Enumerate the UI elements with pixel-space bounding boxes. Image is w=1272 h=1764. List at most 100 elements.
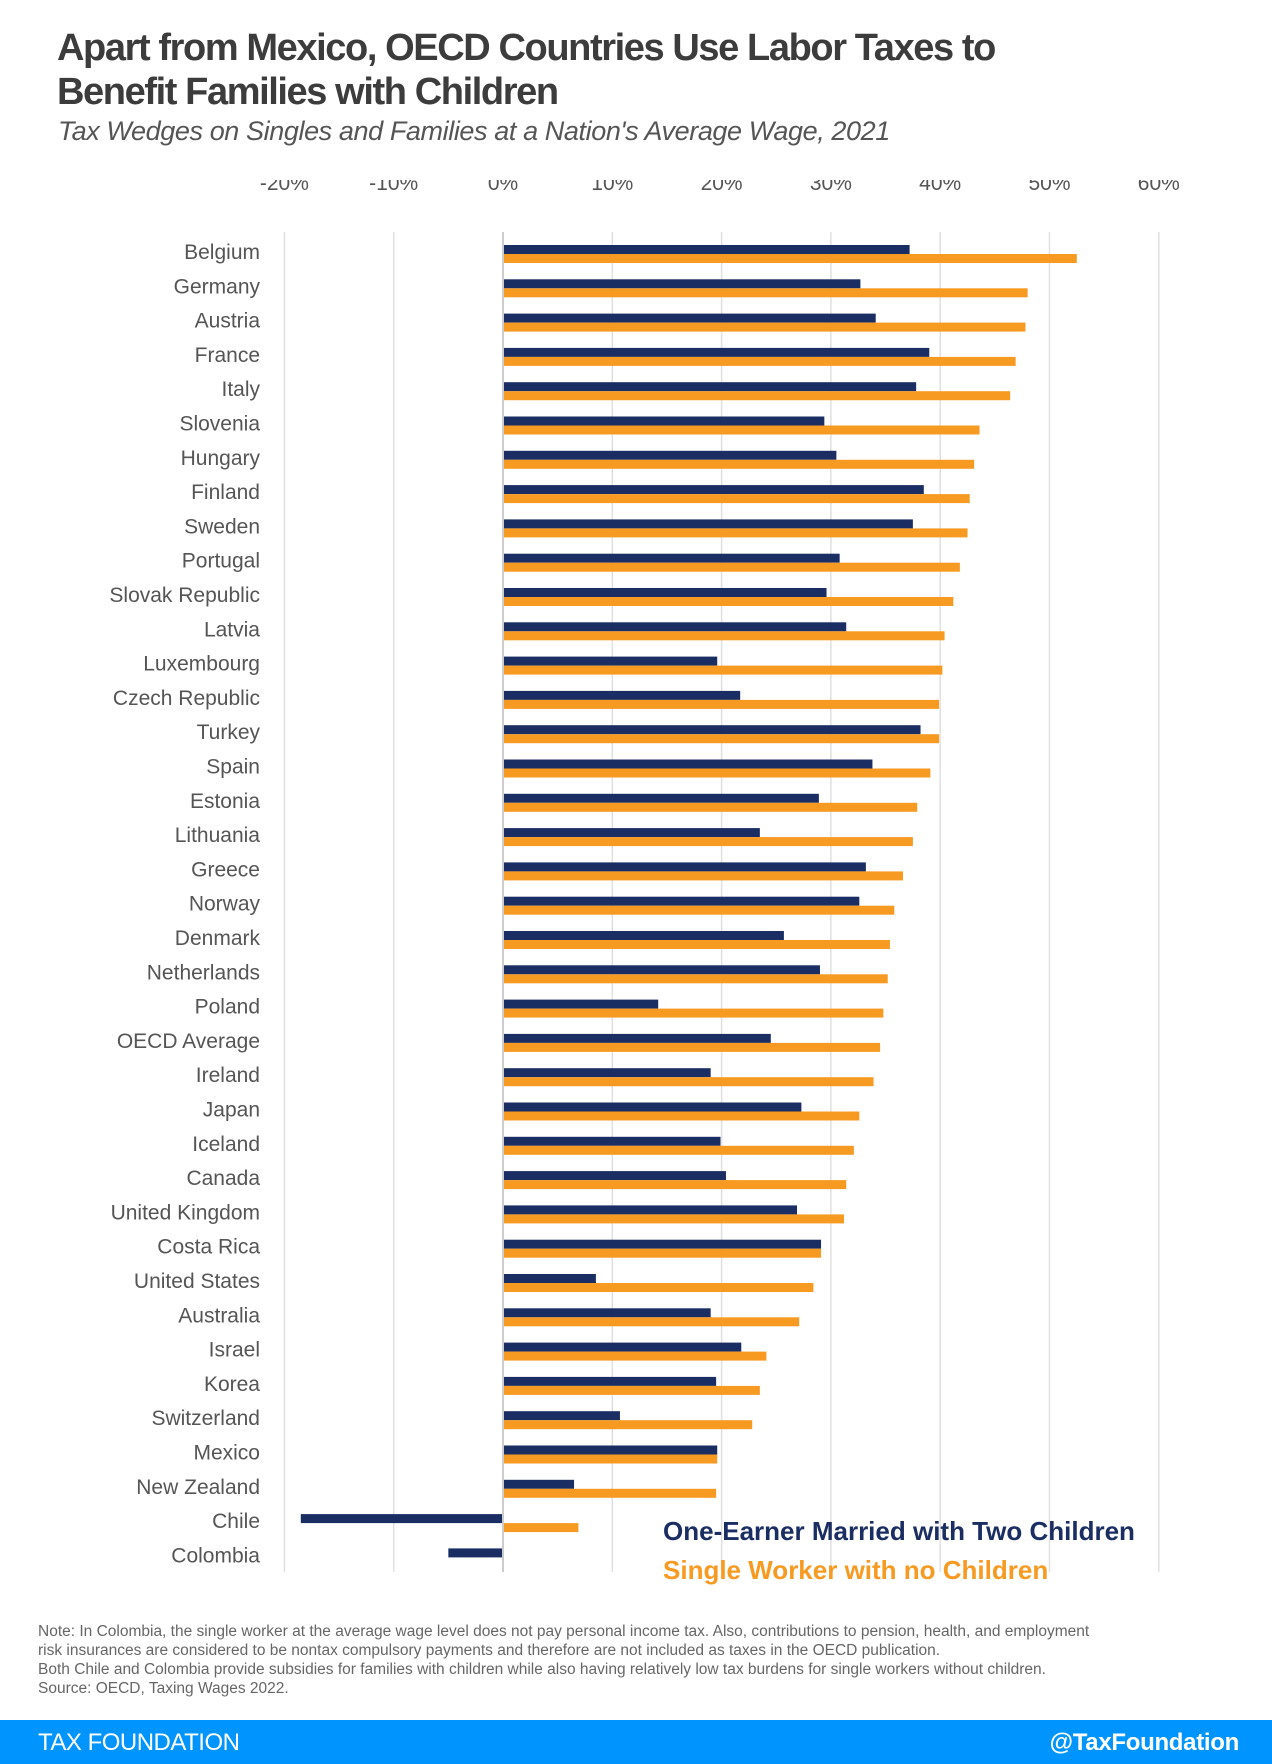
bar-single-worker bbox=[503, 1180, 847, 1190]
bar-single-worker bbox=[503, 665, 943, 675]
category-label: Belgium bbox=[184, 241, 260, 264]
bar-single-worker bbox=[503, 768, 931, 778]
x-tick-label: 20% bbox=[701, 180, 743, 195]
bar-single-worker bbox=[503, 1523, 579, 1533]
bar-single-worker bbox=[503, 1454, 718, 1464]
category-label: Germany bbox=[174, 275, 261, 298]
category-label: Greece bbox=[191, 858, 260, 881]
chart-notes: Note: In Colombia, the single worker at … bbox=[38, 1622, 1248, 1698]
legend: One-Earner Married with Two Children Sin… bbox=[663, 1516, 1135, 1585]
category-label: Czech Republic bbox=[113, 687, 260, 710]
category-label: France bbox=[195, 344, 260, 367]
bar-single-worker bbox=[503, 1008, 884, 1018]
category-label: OECD Average bbox=[117, 1030, 260, 1053]
note-line-1: Note: In Colombia, the single worker at … bbox=[38, 1623, 1090, 1640]
bar-one-earner bbox=[448, 1548, 503, 1558]
bar-one-earner bbox=[503, 931, 784, 940]
category-labels: Belgium Germany Austria France Italy Slovenia… bbox=[109, 241, 260, 1567]
bar-single-worker bbox=[503, 837, 913, 847]
bar-single-worker bbox=[503, 1420, 753, 1430]
bar-single-worker bbox=[503, 905, 895, 915]
bar-one-earner bbox=[503, 553, 840, 563]
footer-social-handle[interactable]: @TaxFoundation bbox=[1049, 1729, 1240, 1756]
category-label: Luxembourg bbox=[143, 653, 260, 676]
x-tick-label: 30% bbox=[810, 180, 852, 195]
bar-one-earner bbox=[503, 1033, 771, 1043]
bar-one-earner bbox=[503, 1308, 711, 1318]
bar-single-worker bbox=[503, 1248, 822, 1258]
chart-title-line-1: Apart from Mexico, OECD Countries Use La… bbox=[57, 27, 996, 69]
legend-entry-single-worker: Single Worker with no Children bbox=[663, 1555, 1048, 1585]
category-label: Australia bbox=[178, 1304, 260, 1327]
bar-single-worker bbox=[503, 940, 890, 949]
bar-one-earner bbox=[503, 828, 760, 838]
chart-title: Apart from Mexico, OECD Countries Use La… bbox=[57, 26, 1207, 114]
bar-single-worker bbox=[503, 254, 1077, 263]
bar-one-earner bbox=[503, 1102, 802, 1112]
bar-one-earner bbox=[503, 519, 913, 529]
bar-single-worker bbox=[503, 391, 1011, 401]
bar-one-earner bbox=[503, 1479, 575, 1489]
x-tick-label: 10% bbox=[591, 180, 633, 195]
category-label: Japan bbox=[203, 1099, 260, 1122]
bar-single-worker bbox=[503, 288, 1028, 298]
bar-chart: -20% -10% 0% 10% 20% 30% 40% 50% 60% Belgium Germ… bbox=[109, 180, 1180, 1585]
bar-single-worker bbox=[503, 1488, 717, 1498]
category-label: Mexico bbox=[193, 1442, 260, 1465]
category-label: Turkey bbox=[197, 721, 261, 744]
bar-one-earner bbox=[503, 1411, 620, 1421]
category-label: Lithuania bbox=[175, 824, 261, 847]
category-label: Poland bbox=[195, 996, 260, 1019]
bar-one-earner bbox=[503, 1274, 596, 1283]
bar-single-worker bbox=[503, 802, 918, 812]
footer-bar: TAX FOUNDATION @TaxFoundation bbox=[0, 1720, 1272, 1764]
category-label: Spain bbox=[206, 756, 260, 779]
category-label: Latvia bbox=[204, 618, 260, 641]
bar-single-worker bbox=[503, 974, 888, 984]
bar-one-earner bbox=[503, 485, 924, 495]
category-label: Finland bbox=[191, 481, 260, 504]
category-label: Slovenia bbox=[179, 413, 260, 436]
x-tick-label: 50% bbox=[1028, 180, 1070, 195]
category-label: Denmark bbox=[175, 927, 261, 950]
category-label: Canada bbox=[186, 1167, 260, 1190]
bar-one-earner bbox=[503, 279, 861, 289]
category-label: Estonia bbox=[190, 790, 260, 813]
bar-single-worker bbox=[503, 597, 954, 606]
category-label: Netherlands bbox=[147, 961, 260, 984]
bar-single-worker bbox=[503, 322, 1026, 332]
bar-single-worker bbox=[503, 1385, 760, 1395]
bar-one-earner bbox=[503, 1068, 711, 1078]
x-tick-label: 0% bbox=[488, 180, 518, 195]
category-label: Israel bbox=[209, 1339, 260, 1362]
x-tick-label: 60% bbox=[1138, 180, 1180, 195]
footer-brand: TAX FOUNDATION bbox=[38, 1729, 240, 1756]
bar-single-worker bbox=[503, 631, 945, 641]
bar-single-worker bbox=[503, 1111, 860, 1121]
x-axis-tick-labels: -20% -10% 0% 10% 20% 30% 40% 50% 60% bbox=[260, 180, 1180, 195]
x-tick-label: -10% bbox=[369, 180, 418, 195]
bar-one-earner bbox=[503, 1376, 717, 1386]
x-tick-label: 40% bbox=[919, 180, 961, 195]
note-line-2: risk insurances are considered to be non… bbox=[38, 1642, 941, 1659]
bar-one-earner bbox=[503, 690, 741, 700]
category-label: Austria bbox=[195, 310, 261, 333]
category-label: Sweden bbox=[184, 515, 260, 538]
bar-one-earner bbox=[503, 1342, 742, 1352]
bar-one-earner bbox=[503, 1136, 721, 1146]
bar-single-worker bbox=[503, 459, 975, 469]
bar-one-earner bbox=[503, 1171, 726, 1181]
note-line-3: Both Chile and Colombia provide subsidie… bbox=[38, 1661, 1046, 1678]
bar-one-earner bbox=[503, 793, 819, 803]
bar-single-worker bbox=[503, 1042, 881, 1052]
category-label: Italy bbox=[221, 378, 260, 401]
category-label: Korea bbox=[204, 1373, 260, 1396]
bar-one-earner bbox=[503, 622, 847, 632]
bar-one-earner bbox=[503, 347, 930, 357]
category-label: Slovak Republic bbox=[109, 584, 260, 607]
bar-single-worker bbox=[503, 494, 970, 504]
bar-single-worker bbox=[503, 1077, 874, 1087]
bar-one-earner bbox=[503, 1205, 798, 1215]
category-label: United States bbox=[134, 1270, 260, 1293]
bar-single-worker bbox=[503, 1283, 814, 1292]
